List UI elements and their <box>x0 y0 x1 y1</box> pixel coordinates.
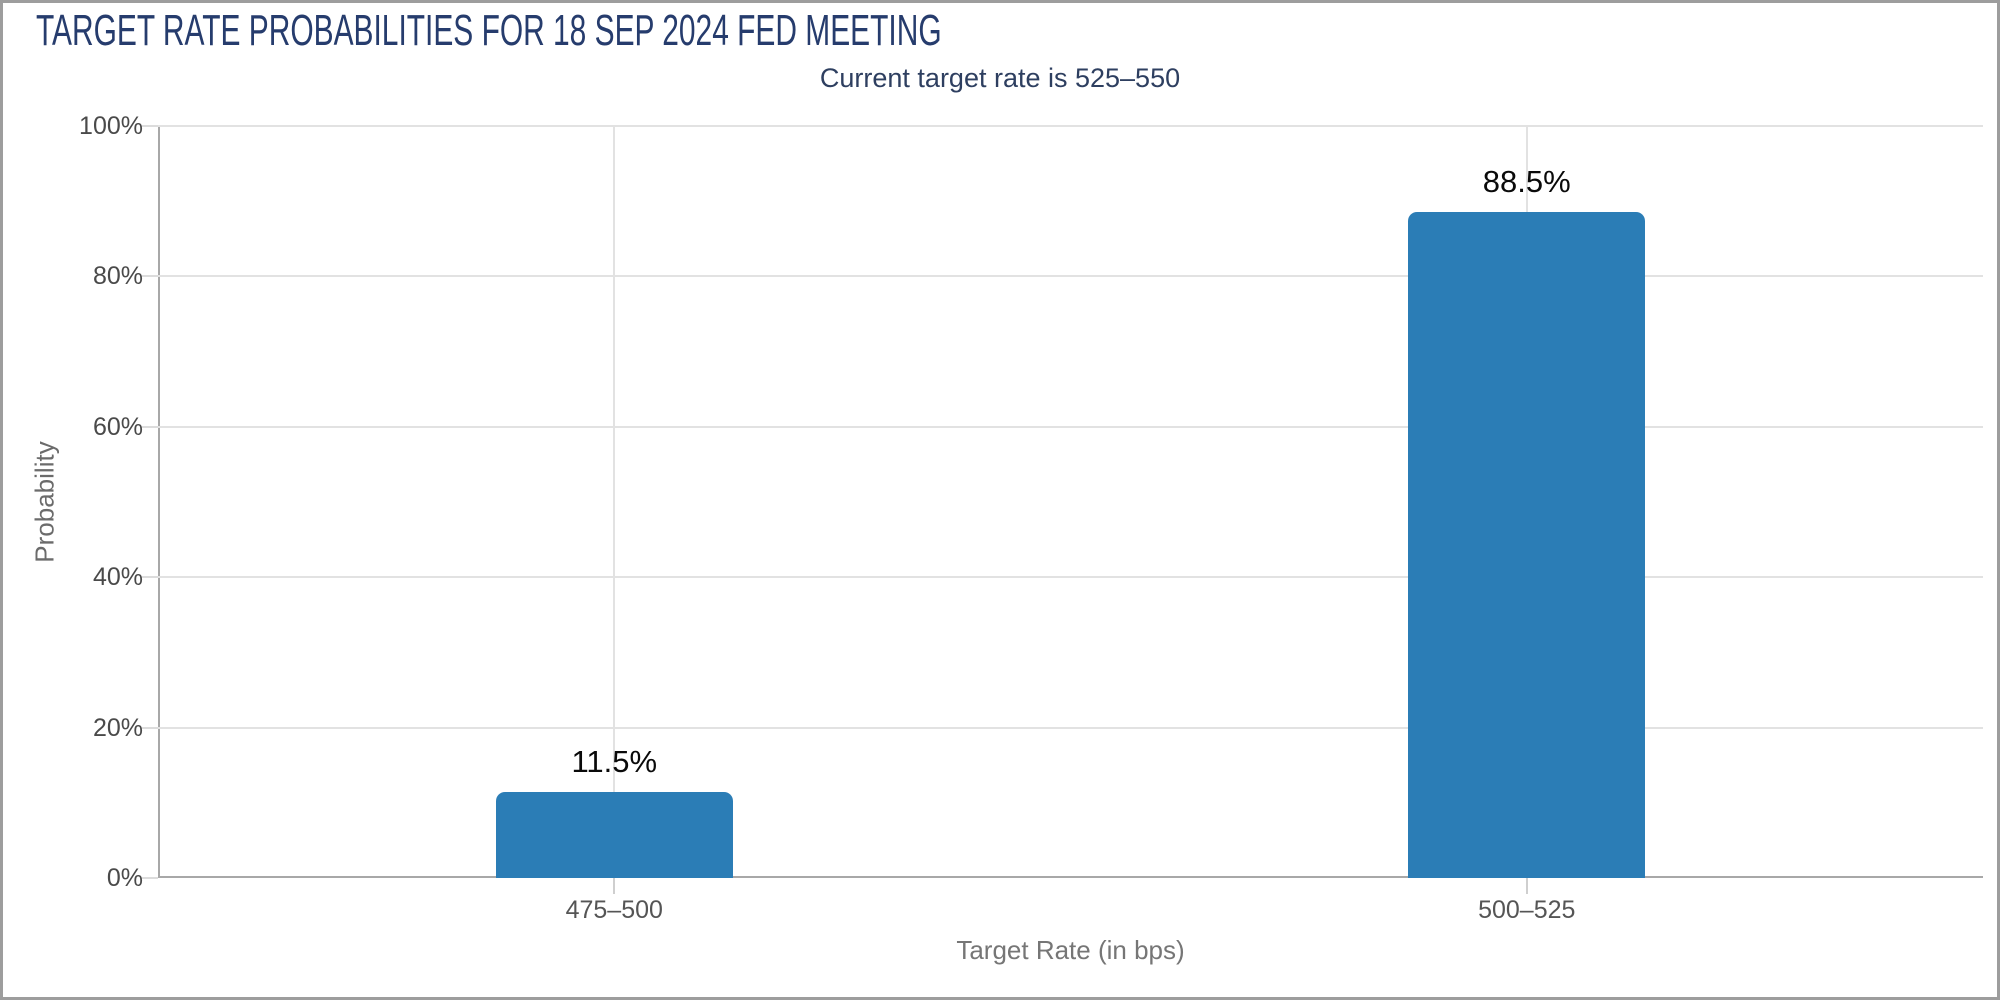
probability-bar[interactable] <box>495 791 733 878</box>
y-tick-mark <box>142 275 158 278</box>
y-tick-mark <box>142 726 158 729</box>
x-axis-title: Target Rate (in bps) <box>956 935 1185 965</box>
y-tick-label: 20% <box>92 713 143 742</box>
chart-title: TARGET RATE PROBABILITIES FOR 18 SEP 202… <box>36 6 942 55</box>
chart-subtitle: Current target rate is 525–550 <box>819 63 1181 93</box>
y-axis-line <box>158 126 160 878</box>
horizontal-gridline <box>158 576 1983 579</box>
y-tick-label: 40% <box>92 563 143 592</box>
x-tick-label: 475–500 <box>565 896 663 924</box>
x-tick-mark <box>613 878 616 894</box>
y-tick-label: 100% <box>79 112 143 140</box>
probability-bar[interactable] <box>1408 212 1646 878</box>
y-tick-mark <box>142 877 158 879</box>
y-tick-mark <box>142 125 158 127</box>
y-tick-mark <box>142 425 158 428</box>
plot-area: 11.5% 88.5% <box>158 125 1983 878</box>
horizontal-gridline <box>158 275 1983 278</box>
horizontal-gridline <box>158 125 1983 127</box>
bar-value-label: 11.5% <box>571 743 658 779</box>
y-tick-mark <box>142 576 158 579</box>
x-tick-label: 500–525 <box>1478 896 1576 924</box>
x-axis-line <box>158 876 1983 878</box>
x-tick-mark <box>1525 878 1528 894</box>
y-tick-label: 0% <box>106 864 143 892</box>
y-axis-title: Probability <box>29 441 60 563</box>
vertical-gridline <box>613 126 616 878</box>
horizontal-gridline <box>158 425 1983 428</box>
horizontal-gridline <box>158 726 1983 729</box>
y-tick-label: 80% <box>92 262 143 291</box>
bar-value-label: 88.5% <box>1482 164 1571 200</box>
y-tick-label: 60% <box>92 412 143 441</box>
